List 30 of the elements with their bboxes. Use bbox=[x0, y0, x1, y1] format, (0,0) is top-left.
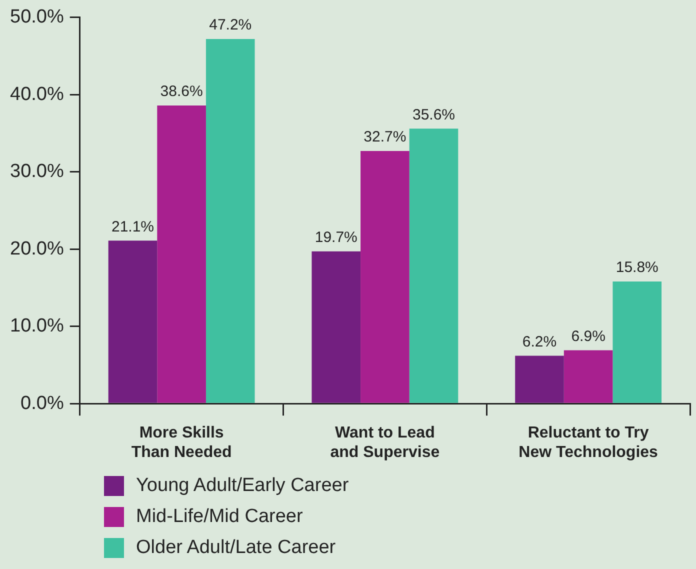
data-label: 21.1% bbox=[111, 218, 154, 236]
bar bbox=[564, 350, 613, 403]
legend-label: Young Adult/Early Career bbox=[136, 474, 349, 496]
x-tick-label: Reluctant to Try New Technologies bbox=[518, 424, 658, 461]
data-label: 38.6% bbox=[160, 83, 203, 100]
bar bbox=[312, 251, 361, 403]
data-label: 47.2% bbox=[209, 16, 252, 34]
data-label: 32.7% bbox=[364, 128, 406, 146]
y-tick-label: 50.0% bbox=[10, 6, 64, 28]
bar bbox=[409, 128, 458, 403]
bar bbox=[108, 240, 158, 403]
y-tick-label: 10.0% bbox=[10, 316, 64, 337]
data-label: 15.8% bbox=[616, 259, 658, 276]
y-tick-label: 0.0% bbox=[20, 392, 64, 414]
bar bbox=[206, 39, 255, 403]
bar bbox=[157, 105, 206, 403]
data-label: 35.6% bbox=[412, 106, 456, 124]
legend-label: Older Adult/Late Career bbox=[136, 536, 336, 558]
y-tick-label: 20.0% bbox=[10, 238, 64, 260]
data-label: 6.9% bbox=[571, 328, 606, 345]
bar bbox=[612, 282, 662, 403]
legend-label: Mid-Life/Mid Career bbox=[136, 506, 303, 528]
data-label: 19.7% bbox=[314, 229, 358, 246]
data-label: 6.2% bbox=[522, 333, 557, 350]
y-tick-label: 40.0% bbox=[10, 84, 64, 105]
bar bbox=[360, 151, 410, 403]
x-tick-label: Want to Lead and Supervise bbox=[330, 424, 440, 461]
x-tick-label: More Skills Than Needed bbox=[131, 424, 232, 461]
bar bbox=[515, 356, 564, 403]
y-tick-label: 30.0% bbox=[10, 161, 64, 182]
